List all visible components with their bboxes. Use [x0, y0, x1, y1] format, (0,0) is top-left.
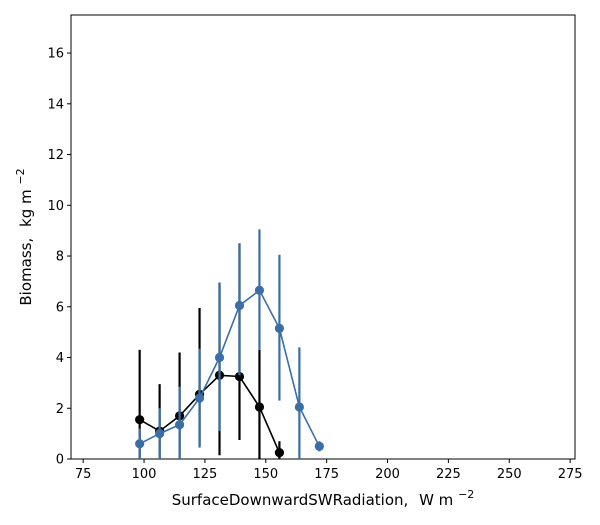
x-axis-label-unit: W m: [419, 491, 453, 509]
y-tick-label: 16: [47, 47, 64, 62]
y-tick-label: 0: [56, 453, 64, 468]
y-tick-label: 12: [47, 148, 64, 163]
data-point: [314, 441, 324, 451]
x-tick-label: 250: [497, 467, 522, 482]
x-axis-ticks: 75 100 125 150 175 200 225 250 275: [75, 459, 583, 482]
y-axis-label-unit: kg m: [17, 189, 35, 227]
data-point: [155, 429, 165, 439]
y-tick-label: 6: [56, 300, 64, 315]
data-point: [234, 300, 245, 311]
data-point: [254, 402, 265, 412]
y-tick-label: 10: [47, 199, 64, 214]
y-axis-label-exponent: −2: [14, 168, 27, 184]
y-axis-label-name: Biomass,: [17, 238, 35, 306]
series-layer: [135, 229, 324, 459]
y-tick-label: 8: [56, 250, 64, 265]
data-point: [214, 352, 225, 363]
x-tick-label: 100: [132, 467, 157, 482]
data-point: [135, 415, 145, 425]
data-point: [254, 285, 265, 295]
y-tick-label: 14: [47, 97, 64, 112]
x-tick-label: 225: [436, 467, 461, 482]
x-axis-label: SurfaceDownwardSWRadiation, W m −2: [172, 488, 475, 509]
x-tick-label: 275: [558, 467, 583, 482]
x-tick-label: 200: [375, 467, 400, 482]
y-axis-label: Biomass, kg m −2: [14, 168, 35, 305]
data-point: [135, 439, 145, 449]
x-axis-label-exponent: −2: [458, 488, 474, 501]
x-axis-label-name: SurfaceDownwardSWRadiation,: [172, 491, 409, 509]
series-line: [139, 289, 321, 447]
series-2: [135, 229, 324, 459]
data-point: [274, 448, 285, 458]
x-tick-label: 175: [314, 467, 339, 482]
y-tick-label: 4: [56, 351, 64, 366]
y-axis-ticks: 0 2 4 6 8 10 12 14 16: [47, 47, 71, 468]
data-point: [274, 323, 285, 333]
y-tick-label: 2: [56, 402, 64, 417]
data-point: [294, 402, 304, 412]
data-point: [174, 420, 185, 430]
x-tick-label: 150: [253, 467, 278, 482]
x-tick-label: 75: [75, 467, 92, 482]
plot-area: [70, 14, 576, 460]
data-point: [234, 371, 245, 382]
data-point: [194, 393, 205, 403]
x-tick-label: 125: [192, 467, 217, 482]
